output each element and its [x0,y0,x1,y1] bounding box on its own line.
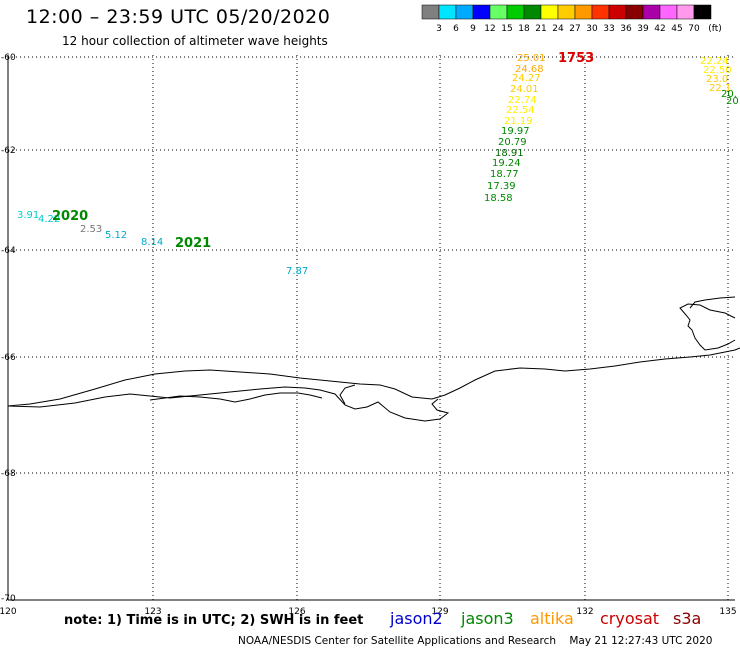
swh-value-label: 24.01 [510,84,539,95]
y-tick-label: -60 [1,53,16,63]
y-tick-label: -70 [1,594,16,604]
swh-value-label: 18.77 [490,169,519,180]
swh-value-label: 17.39 [487,181,516,192]
satellite-legend-jason3: jason3 [461,609,514,628]
coastline-ice-shelf [339,384,356,405]
scale-swatch-16 [693,4,712,20]
page-title: 12:00 – 23:59 UTC 05/20/2020 [26,6,331,28]
x-tick-label: 123 [144,607,161,617]
scale-label: 36 [620,24,632,34]
scale-label: 39 [637,24,649,34]
swh-value-label: 2.53 [80,224,102,235]
swh-value-label: 8.14 [141,237,163,248]
coastline-peninsula [689,296,736,309]
swh-value-label: 23.0 [706,74,728,85]
axis-tick-labels: 120 123 126 129 132 135 -60 -62 -64 -66 -68 -70 [0,53,737,617]
x-tick-label: 120 [0,607,17,617]
credit-line: NOAA/NESDIS Center for Satellite Applica… [238,635,713,647]
units-note: note: 1) Time is in UTC; 2) SWH is in fe… [64,613,364,628]
swh-value-label: 3.91 [17,210,39,221]
satellite-legend-jason2: jason2 [390,609,443,628]
y-tick-label: -62 [1,146,16,156]
swh-value-label: 20.79 [498,137,527,148]
scale-label: 30 [586,24,598,34]
scale-label: 24 [552,24,564,34]
y-tick-label: -68 [1,469,16,479]
scale-label: 27 [569,24,580,34]
swh-value-label: 22.1 [709,83,731,94]
scale-label: 70 [688,24,700,34]
x-tick-label: 135 [719,607,736,617]
swh-value-label: 22.50 [703,65,732,76]
pass-time-label: 2020 [52,209,88,224]
pass-time-label: 2021 [175,236,211,251]
scale-label: 45 [671,24,682,34]
swh-value-label: 4.22 [38,214,60,225]
scale-label: 18 [518,24,530,34]
swh-value-label: 20. [721,89,737,100]
swh-value-label: 22.24 [700,56,729,67]
satellite-legend-cryosat: cryosat [600,609,660,628]
x-tick-label: 132 [576,607,593,617]
scale-label: 21 [535,24,546,34]
scale-label: 33 [603,24,614,34]
swh-value-label: 24.27 [512,73,541,84]
antarctic-coastline [7,347,740,422]
satellite-legend-altika: altika [530,609,574,628]
y-tick-label: -64 [1,246,16,256]
scale-label: 15 [501,24,512,34]
scale-label: 3 [436,24,442,34]
scale-label: 9 [470,24,476,34]
pass-time-label: 1753 [558,51,594,66]
scale-label: 42 [654,24,665,34]
coastline-island-east [679,303,736,351]
swh-value-label: 22.54 [506,105,535,116]
swh-value-label: 21.19 [504,116,533,127]
x-tick-label: 129 [431,607,448,617]
scale-label: 12 [484,24,495,34]
swh-value-label: 19.24 [492,158,521,169]
y-tick-label: -66 [1,353,16,363]
scale-label: 6 [453,24,459,34]
swh-value-label: 22.74 [508,95,537,106]
swh-value-label: 18.91 [495,148,524,159]
swh-value-label: 7.87 [286,266,308,277]
satellite-legend-s3a: s3a [673,609,702,628]
grid-lines [8,55,735,600]
x-tick-label: 126 [288,607,305,617]
swh-value-label: 24.68 [515,64,544,75]
swh-value-label: 25.01 [517,53,546,64]
swh-value-label: 18.58 [484,193,513,204]
swh-value-label: 5.12 [105,230,127,241]
swh-value-label: 20 [726,96,739,107]
page-subtitle: 12 hour collection of altimeter wave hei… [62,34,328,48]
swh-value-label: 19.97 [501,126,530,137]
scale-label: (ft) [708,24,722,34]
swh-labels: 25.0124.6824.2724.0122.7422.5421.1919.97… [17,51,739,277]
color-scale-legend: 3 6 9 12 15 18 21 24 27 30 33 36 39 42 45 70 (ft) [421,4,722,34]
